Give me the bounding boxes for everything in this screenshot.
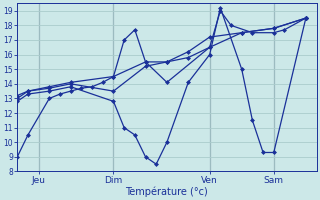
X-axis label: Température (°c): Température (°c) (125, 186, 208, 197)
